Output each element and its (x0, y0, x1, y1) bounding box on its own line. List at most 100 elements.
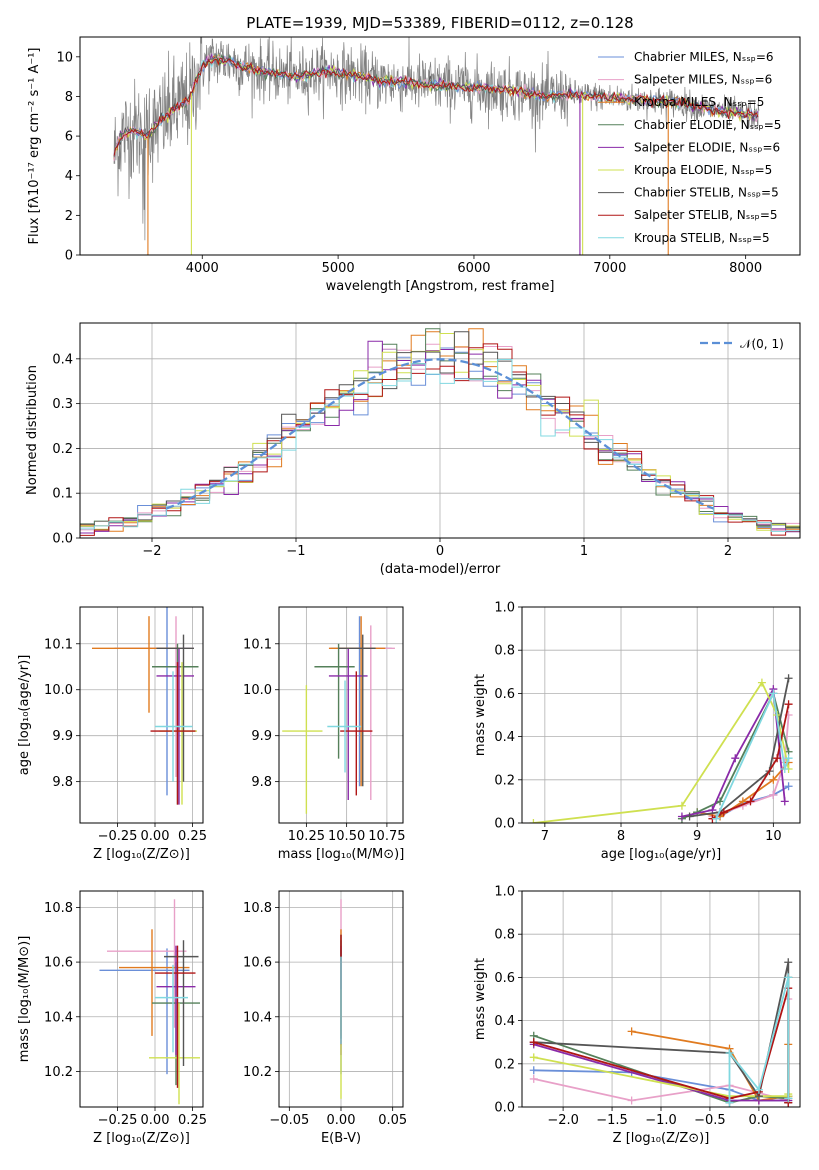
age-vs-mass-xtick-label-0: 10.25 (288, 829, 325, 844)
age-vs-Z-ytick-label-0: 9.8 (52, 775, 73, 790)
weight-vs-Z-marker-8-0 (725, 1098, 734, 1107)
mass-vs-Z-axes-frame (79, 890, 204, 1108)
spectrum-legend-label-1: Salpeter MILES, Nₛₛₚ=6 (634, 73, 772, 87)
weight-vs-age-marker-8-2 (780, 765, 789, 773)
weight-vs-age-marker-7-4 (784, 700, 793, 709)
spectrum-legend-label-5: Kroupa ELODIE, Nₛₛₚ=5 (634, 163, 772, 177)
age-vs-Z-xtick-label-1: 0.00 (141, 829, 170, 844)
weight-vs-age-series-6 (689, 678, 790, 818)
weight-vs-age-marker-4-0 (677, 812, 686, 821)
weight-vs-Z-ytick-label-5: 1.0 (494, 885, 515, 900)
spectrum-xtick-label-2: 6000 (457, 261, 490, 276)
weight-vs-age-ytick-label-4: 0.8 (494, 644, 515, 659)
spectrum-legend-label-0: Chabrier MILES, Nₛₛₚ=6 (634, 50, 774, 64)
mass-vs-ebv-plot (279, 891, 403, 1107)
residuals-hist-7 (80, 343, 800, 536)
spectrum-legend-label-7: Salpeter STELIB, Nₛₛₚ=5 (634, 208, 778, 222)
mass-vs-Z-plot (80, 891, 203, 1107)
age-vs-Z-xtick-label-0: −0.25 (98, 829, 138, 844)
weight-vs-Z-marker-8-3 (784, 973, 793, 982)
weight-vs-age-marker-0-3 (784, 782, 793, 791)
weight-vs-Z-xlabel: Z [log₁₀(Z/Z⊙)] (613, 1131, 710, 1146)
weight-vs-age-ytick-label-1: 0.2 (494, 773, 515, 788)
residuals-xtick-label-4: 2 (724, 544, 732, 559)
mass-vs-ebv-ytick-label-3: 10.8 (243, 901, 272, 916)
mass-vs-Z-xtick-label-1: 0.00 (141, 1113, 170, 1128)
weight-vs-Z-marker-8-1 (725, 1049, 734, 1057)
weight-vs-Z-marker-7-0 (529, 1038, 538, 1047)
weight-vs-age-xlabel: age [log₁₀(age/yr)] (601, 847, 722, 862)
weight-vs-age-marker-4-2 (731, 754, 740, 763)
spectrum-axes-frame (79, 36, 801, 256)
weight-vs-age-series-8 (715, 690, 790, 820)
age-vs-Z-ytick-label-1: 9.9 (52, 729, 73, 744)
weight-vs-age-ytick-label-2: 0.4 (494, 730, 515, 745)
residuals-ytick-label-3: 0.3 (52, 397, 73, 412)
weight-vs-Z-marker-0-0 (529, 1066, 538, 1075)
spectrum-ylabel: Flux [fλ10⁻¹⁷ erg cm⁻² s⁻¹ A⁻¹] (27, 48, 42, 245)
weight-vs-age-marker-5-2 (757, 678, 766, 687)
mass-vs-ebv-ytick-label-0: 10.2 (243, 1065, 272, 1080)
weight-vs-age-xtick-label-3: 10 (765, 829, 782, 844)
weight-vs-Z-xtick-label-0: −2.0 (547, 1113, 579, 1128)
mass-vs-ebv-xtick-label-1: 0.00 (327, 1113, 356, 1128)
weight-vs-Z-ytick-label-4: 0.8 (494, 928, 515, 943)
weight-vs-age-marker-3-2 (716, 797, 725, 806)
spectrum-title: PLATE=1939, MJD=53389, FIBERID=0112, z=0… (246, 14, 633, 32)
age-vs-Z-ylabel: age [log₁₀(age/yr)] (17, 655, 32, 776)
spectrum-xtick-label-0: 4000 (186, 261, 219, 276)
weight-vs-age-xtick-label-2: 9 (693, 829, 701, 844)
spectrum-xtick-label-1: 5000 (322, 261, 355, 276)
spectrum-legend-label-6: Chabrier STELIB, Nₛₛₚ=5 (634, 186, 779, 200)
spectrum-ytick-label-1: 2 (65, 209, 73, 224)
mass-vs-Z-xtick-label-0: −0.25 (98, 1113, 138, 1128)
weight-vs-age-marker-5-0 (529, 819, 538, 823)
spectrum-xlabel: wavelength [Angstrom, rest frame] (326, 279, 555, 294)
residuals-hist-5 (80, 333, 800, 531)
weight-vs-Z-marker-2-0 (627, 1027, 636, 1036)
weight-vs-age-ytick-label-5: 1.0 (494, 601, 515, 616)
residuals-xtick-label-0: −2 (142, 544, 161, 559)
weight-vs-Z-ytick-label-0: 0.0 (494, 1101, 515, 1116)
weight-vs-Z-ytick-label-3: 0.6 (494, 971, 515, 986)
mass-vs-ebv-ytick-label-1: 10.4 (243, 1010, 272, 1025)
age-vs-mass-xlabel: mass [log₁₀(M/M⊙)] (278, 847, 405, 862)
spectrum-legend-label-2: Kroupa MILES, Nₛₛₚ=5 (634, 95, 764, 109)
mass-vs-ebv-xtick-label-0: −0.05 (269, 1113, 309, 1128)
weight-vs-Z-xtick-label-1: −1.5 (596, 1113, 628, 1128)
weight-vs-Z-marker-1-1 (627, 1096, 636, 1105)
spectrum-ytick-label-5: 10 (56, 50, 73, 65)
weight-vs-age-marker-8-3 (784, 754, 793, 763)
spectrum-ytick-label-2: 4 (65, 169, 73, 184)
spectrum-model-line-7 (113, 57, 759, 156)
age-vs-Z-plot (80, 607, 203, 823)
mass-vs-Z-xtick-label-2: 0.25 (178, 1113, 207, 1128)
mass-vs-Z-ytick-label-1: 10.4 (44, 1010, 73, 1025)
residuals-xtick-label-1: −1 (286, 544, 305, 559)
spectrum-ytick-label-3: 6 (65, 130, 73, 145)
spectrum-xtick-label-4: 8000 (729, 261, 762, 276)
weight-vs-age-ytick-label-0: 0.0 (494, 817, 515, 832)
weight-vs-age-marker-6-0 (685, 812, 694, 821)
weight-vs-Z-ylabel: mass weight (473, 958, 488, 1040)
weight-vs-age-marker-6-3 (784, 674, 793, 683)
spectrum-ytick-label-4: 8 (65, 90, 73, 105)
residuals-normal-curve (165, 358, 715, 510)
weight-vs-age-marker-5-1 (677, 801, 686, 810)
age-vs-mass-ytick-label-0: 9.8 (251, 775, 272, 790)
mass-vs-Z-ytick-label-2: 10.6 (44, 956, 73, 971)
weight-vs-Z-marker-6-3 (784, 958, 793, 967)
mass-vs-Z-ytick-label-0: 10.2 (44, 1065, 73, 1080)
residuals-legend-label: 𝒩(0, 1) (740, 337, 784, 351)
residuals-ylabel: Normed distribution (25, 365, 40, 495)
age-vs-mass-axes-frame (278, 606, 404, 824)
age-vs-mass-ytick-label-2: 10.0 (243, 683, 272, 698)
age-vs-mass-xtick-label-2: 10.75 (368, 829, 405, 844)
residuals-ytick-label-1: 0.1 (52, 487, 73, 502)
spectrum-legend-label-4: Salpeter ELODIE, Nₛₛₚ=6 (634, 140, 780, 154)
weight-vs-age-marker-7-3 (773, 754, 782, 763)
weight-vs-age-marker-7-2 (746, 797, 755, 806)
spectrum-plot (113, 37, 760, 255)
weight-vs-age-ytick-label-3: 0.6 (494, 687, 515, 702)
spectrum-xtick-label-3: 7000 (593, 261, 626, 276)
